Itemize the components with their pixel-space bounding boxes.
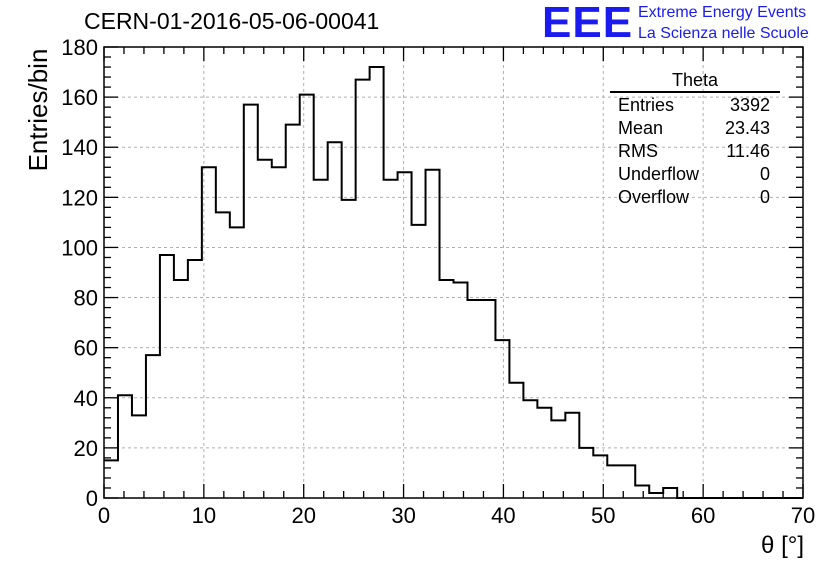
y-tick-label: 160 xyxy=(61,85,98,110)
stats-label: Entries xyxy=(618,95,675,115)
y-tick-label: 140 xyxy=(61,135,98,160)
x-axis-label: θ [°] xyxy=(761,532,804,559)
stats-box: Theta Entries 3392 Mean 23.43 RMS 11.46 Und… xyxy=(610,70,780,209)
stats-label: Overflow xyxy=(618,187,690,207)
stats-value: 11.46 xyxy=(726,141,770,161)
y-tick-label: 80 xyxy=(74,286,98,311)
eee-logo: EEE xyxy=(542,0,634,47)
stats-row: Mean 23.43 xyxy=(610,117,780,140)
stats-label: RMS xyxy=(618,141,658,161)
stats-value: 3392 xyxy=(729,95,770,115)
stats-row: Entries 3392 xyxy=(610,94,780,117)
stats-row: RMS 11.46 xyxy=(610,140,780,163)
y-tick-label: 120 xyxy=(61,185,98,210)
stats-label: Underflow xyxy=(618,164,700,184)
stats-title: Theta xyxy=(610,70,780,93)
y-tick-label: 100 xyxy=(61,235,98,260)
x-tick-label: 20 xyxy=(291,503,315,528)
plot-frame xyxy=(103,46,804,499)
stats-label: Mean xyxy=(618,118,664,138)
tick-labels: 0 10 20 30 40 50 60 70 0 20 40 60 80 100 120 140 160 180 xyxy=(61,35,815,528)
y-tick-label: 20 xyxy=(74,436,98,461)
logo-line-1: Extreme Energy Events xyxy=(638,4,807,21)
x-tick-label: 50 xyxy=(591,503,615,528)
grid-lines xyxy=(104,47,803,498)
x-tick-label: 60 xyxy=(691,503,715,528)
x-tick-label: 30 xyxy=(391,503,415,528)
y-tick-label: 180 xyxy=(61,35,98,60)
y-tick-label: 0 xyxy=(86,486,98,511)
stats-value: 23.43 xyxy=(724,118,770,138)
x-tick-label: 40 xyxy=(491,503,515,528)
y-tick-label: 60 xyxy=(74,336,98,361)
histogram-line xyxy=(104,66,803,499)
logo-line-2: La Scienza nelle Scuole xyxy=(638,25,809,42)
stats-value: 0 xyxy=(759,187,770,207)
x-tick-label: 10 xyxy=(192,503,216,528)
x-tick-label: 0 xyxy=(98,503,110,528)
y-tick-label: 40 xyxy=(74,386,98,411)
stats-row: Underflow 0 xyxy=(610,163,780,186)
axis-ticks xyxy=(103,46,804,499)
y-axis-label: Entries/bin xyxy=(23,48,53,172)
stats-row: Overflow 0 xyxy=(610,186,780,209)
stats-value: 0 xyxy=(759,164,770,184)
x-tick-label: 70 xyxy=(791,503,815,528)
chart-title: CERN-01-2016-05-06-00041 xyxy=(84,8,380,34)
